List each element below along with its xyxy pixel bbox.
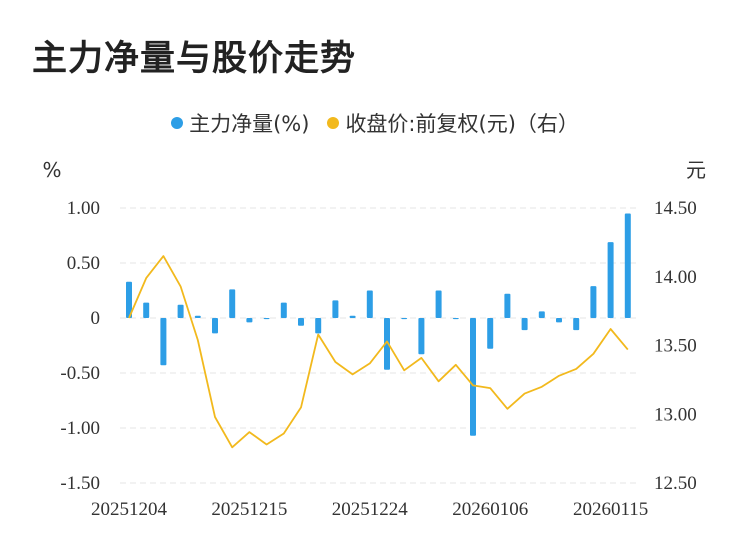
y-tick-right: 14.50: [654, 198, 697, 219]
bar: [504, 293, 511, 318]
x-tick: 20251224: [332, 499, 409, 520]
x-axis: 20251204 20251215 20251224 20260106 20260115: [91, 499, 648, 520]
y-tick-left: -0.50: [60, 363, 100, 384]
bar: [607, 242, 614, 318]
bar: [349, 315, 356, 318]
bar: [298, 318, 304, 326]
bar: [263, 318, 270, 320]
legend-label-net-flow: 主力净量(%): [189, 112, 310, 136]
gridlines: [120, 207, 640, 484]
bar: [384, 318, 390, 370]
bar: [470, 318, 476, 436]
bar: [556, 318, 562, 323]
x-tick: 20251204: [91, 499, 168, 520]
bar: [487, 318, 494, 349]
y-tick-left: -1.50: [60, 473, 100, 494]
bar: [332, 300, 339, 318]
bar: [246, 318, 253, 323]
bar: [418, 318, 425, 355]
legend-marker-close-price: [327, 117, 340, 129]
legend-label-close-price: 收盘价:前复权(元)（右）: [345, 112, 579, 136]
bar: [160, 318, 167, 366]
bar: [624, 213, 631, 318]
bar: [194, 315, 201, 318]
x-tick: 20251215: [211, 499, 287, 520]
y-axis-left-unit: %: [42, 158, 61, 182]
y-axis-left: 1.00 0.50 0 -0.50 -1.00 -1.50: [60, 198, 100, 494]
legend-marker-net-flow: [171, 117, 184, 129]
x-tick: 20260106: [452, 499, 528, 520]
bar: [212, 318, 218, 334]
y-tick-right: 13.50: [654, 336, 697, 357]
y-tick-left: 1.00: [67, 198, 100, 219]
line-series: [128, 255, 629, 449]
bar: [452, 318, 459, 320]
bar: [280, 302, 287, 318]
y-axis-right-unit: 元: [686, 158, 706, 182]
y-axis-right: 14.50 14.00 13.50 13.00 12.50: [654, 198, 697, 494]
bar-series: [126, 213, 631, 436]
bar: [177, 304, 184, 318]
x-tick: 20260115: [573, 499, 648, 520]
bar: [521, 318, 528, 331]
y-tick-right: 14.00: [654, 267, 697, 288]
bar: [401, 318, 408, 320]
bar: [590, 286, 597, 318]
bar: [126, 281, 132, 318]
y-tick-left: 0.50: [67, 253, 100, 274]
legend-item-net-flow[interactable]: 主力净量(%): [171, 108, 309, 138]
price-line: [128, 255, 629, 449]
y-tick-right: 12.50: [654, 473, 697, 494]
bar: [573, 318, 580, 331]
bar: [143, 302, 150, 318]
legend-item-close-price[interactable]: 收盘价:前复权(元)（右）: [327, 108, 579, 138]
bar: [229, 289, 236, 318]
legend: 主力净量(%) 收盘价:前复权(元)（右）: [0, 108, 750, 138]
bar: [315, 318, 322, 334]
bar: [435, 290, 442, 318]
bar: [366, 290, 373, 318]
y-tick-left: -1.00: [60, 418, 100, 439]
y-tick-right: 13.00: [654, 404, 697, 425]
chart-title: 主力净量与股价走势: [32, 39, 357, 79]
bar: [538, 311, 545, 318]
y-tick-left: 0: [91, 308, 101, 329]
